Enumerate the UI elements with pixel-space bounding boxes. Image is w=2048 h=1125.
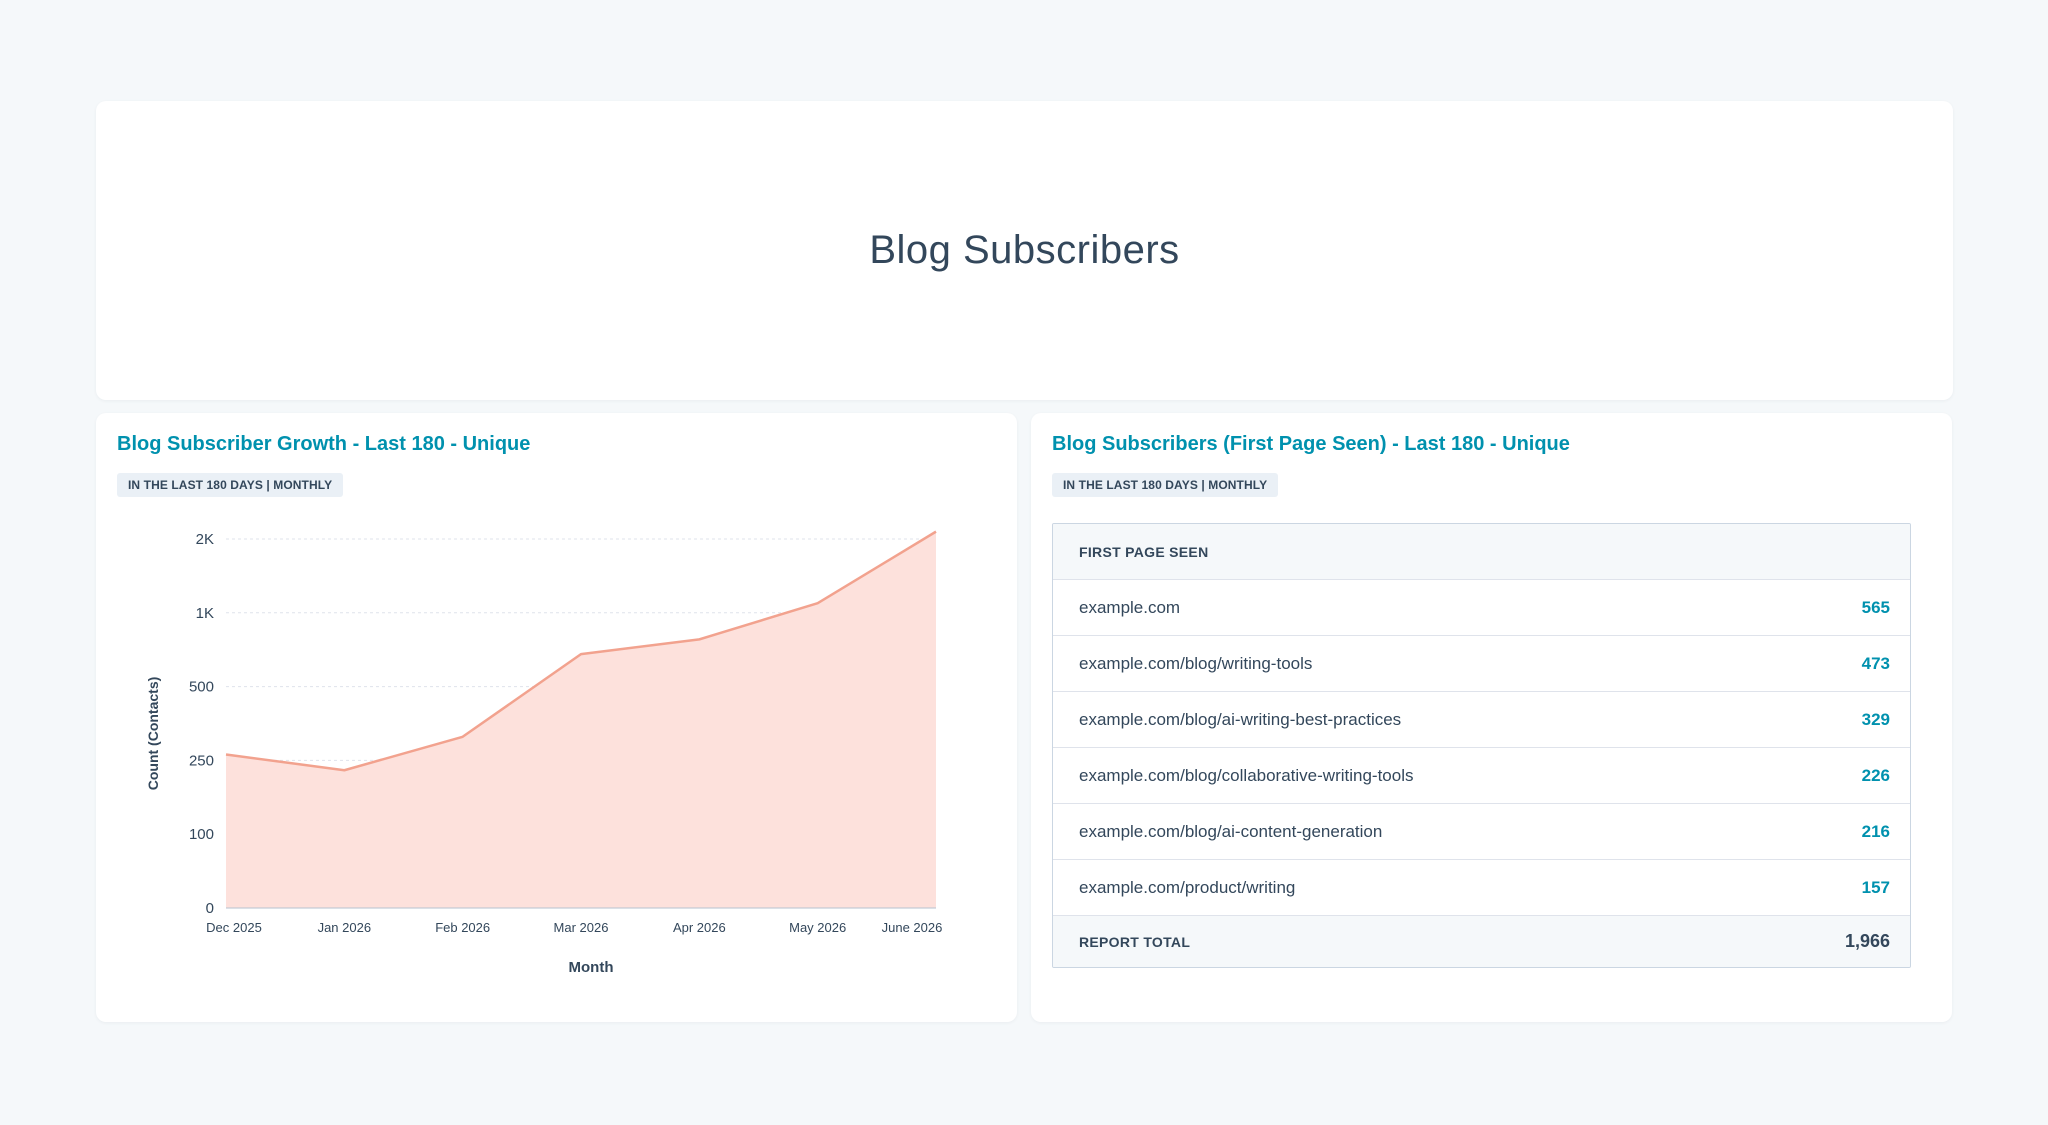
row-count[interactable]: 216	[1861, 821, 1890, 841]
y-tick-label: 2K	[196, 531, 214, 548]
table-row: example.com/blog/collaborative-writing-t…	[1053, 748, 1910, 804]
y-tick-label: 500	[189, 679, 214, 696]
row-count[interactable]: 329	[1861, 709, 1890, 729]
column-header-first-page-seen[interactable]: FIRST PAGE SEEN	[1079, 543, 1209, 560]
dashboard-header: Blog Subscribers	[96, 101, 1953, 400]
row-page: example.com/blog/ai-content-generation	[1079, 821, 1383, 841]
table-row: example.com/blog/ai-writing-best-practic…	[1053, 692, 1910, 748]
x-axis-title: Month	[569, 959, 614, 976]
row-page: example.com	[1079, 597, 1181, 617]
row-page: example.com/blog/collaborative-writing-t…	[1079, 765, 1414, 785]
series-line	[225, 530, 937, 772]
date-range-badge: IN THE LAST 180 DAYS | MONTHLY	[117, 473, 344, 497]
growth-report-card: Blog Subscriber Growth - Last 180 - Uniq…	[96, 413, 1017, 1022]
y-axis-title: Count (Contacts)	[145, 677, 161, 791]
x-tick-label: Feb 2026	[435, 920, 490, 935]
y-tick-label: 1K	[196, 605, 214, 622]
first-page-seen-title[interactable]: Blog Subscribers (First Page Seen) - Las…	[1052, 433, 1570, 455]
table-row: example.com/blog/writing-tools 473	[1053, 636, 1910, 692]
x-tick-label: Mar 2026	[554, 920, 609, 935]
page-title: Blog Subscribers	[869, 228, 1180, 272]
table-row: example.com/product/writing 157	[1053, 860, 1910, 916]
row-count[interactable]: 473	[1861, 653, 1890, 673]
series-area	[226, 531, 936, 908]
first-page-seen-table: FIRST PAGE SEEN example.com 565 example.…	[1052, 523, 1911, 968]
x-tick-label: Apr 2026	[673, 920, 726, 935]
y-tick-label: 250	[189, 752, 214, 769]
x-tick-label: May 2026	[789, 920, 846, 935]
y-tick-label: 0	[206, 900, 214, 917]
row-page: example.com/blog/ai-writing-best-practic…	[1079, 709, 1402, 729]
table-total-row: REPORT TOTAL 1,966	[1053, 916, 1910, 967]
table-row: example.com 565	[1053, 580, 1910, 636]
x-tick-label: June 2026	[882, 920, 943, 935]
row-count[interactable]: 565	[1861, 597, 1890, 617]
subscriber-growth-chart: 0 100 250 500 1K 2K Dec 2025 Jan 2026 Feb 2026 Ma…	[145, 530, 943, 976]
report-total-value: 1,966	[1844, 931, 1890, 951]
row-count[interactable]: 157	[1861, 877, 1890, 897]
y-tick-label: 100	[189, 826, 214, 843]
growth-report-title[interactable]: Blog Subscriber Growth - Last 180 - Uniq…	[117, 433, 531, 455]
first-page-seen-card: Blog Subscribers (First Page Seen) - Las…	[1031, 413, 1952, 1022]
x-tick-label: Jan 2026	[318, 920, 372, 935]
x-tick-label: Dec 2025	[206, 920, 262, 935]
table-row: example.com/blog/ai-content-generation 2…	[1053, 804, 1910, 860]
report-total-label: REPORT TOTAL	[1079, 933, 1191, 950]
row-count[interactable]: 226	[1861, 765, 1890, 785]
row-page: example.com/product/writing	[1079, 877, 1296, 897]
row-page: example.com/blog/writing-tools	[1079, 653, 1313, 673]
date-range-badge: IN THE LAST 180 DAYS | MONTHLY	[1052, 473, 1279, 497]
table-header: FIRST PAGE SEEN	[1053, 524, 1910, 580]
